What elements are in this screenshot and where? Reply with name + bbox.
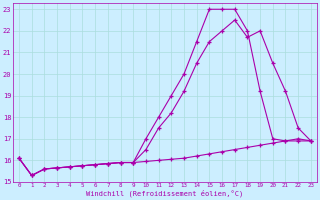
X-axis label: Windchill (Refroidissement éolien,°C): Windchill (Refroidissement éolien,°C) bbox=[86, 190, 244, 197]
